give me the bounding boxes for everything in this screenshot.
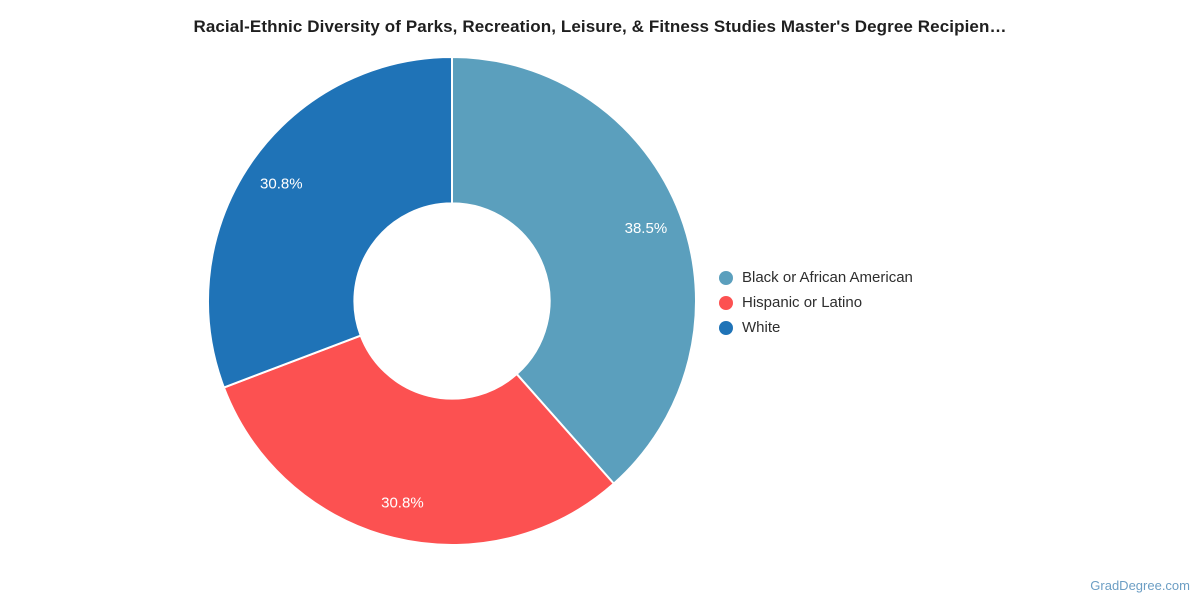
slice-percent-label: 30.8%: [260, 175, 303, 192]
pie-slice-black-or-african-american[interactable]: [451, 56, 697, 485]
legend-marker-circle: [719, 295, 733, 310]
legend-marker-circle: [719, 320, 733, 335]
legend-item-white[interactable]: White: [719, 315, 913, 340]
chart-title: Racial-Ethnic Diversity of Parks, Recrea…: [193, 17, 1007, 36]
legend-marker-circle: [719, 270, 733, 285]
pie-slice-hispanic-or-latino[interactable]: [222, 334, 615, 546]
pie-slice-white[interactable]: [207, 56, 453, 389]
slice-percent-label: 30.8%: [381, 495, 424, 512]
legend-label: Hispanic or Latino: [742, 294, 863, 311]
slice-percent-label: 38.5%: [625, 220, 668, 237]
legend: Black or African American Hispanic or La…: [719, 265, 913, 340]
legend-label: Black or African American: [742, 269, 913, 286]
legend-item-black-or-african-american[interactable]: Black or African American: [719, 265, 913, 290]
watermark-graddegree[interactable]: GradDegree.com: [1090, 578, 1190, 593]
legend-label: White: [742, 319, 781, 336]
legend-item-hispanic-or-latino[interactable]: Hispanic or Latino: [719, 290, 913, 315]
